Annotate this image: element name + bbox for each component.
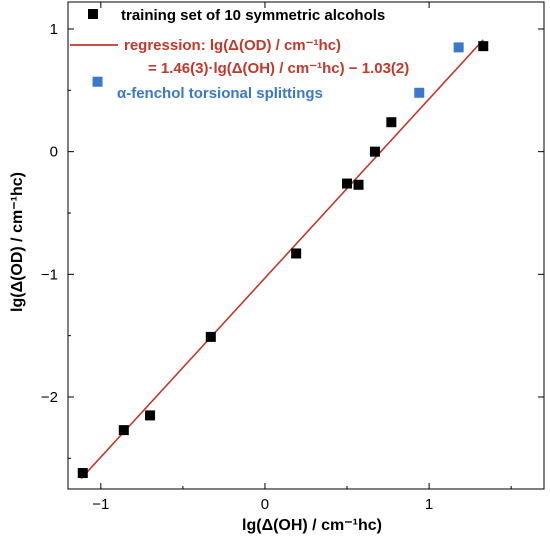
x-tick-label: −1 <box>92 496 109 513</box>
training-point <box>478 41 489 52</box>
legend-label-regression: regression: lg(Δ(OD) / cm⁻¹hc) <box>124 37 341 54</box>
x-axis-title: lg(Δ(OH) / cm⁻¹hc) <box>242 517 382 534</box>
training-point <box>291 248 302 259</box>
legend-label-fenchol: α-fenchol torsional splittings <box>117 85 323 102</box>
data-points <box>77 41 489 479</box>
training-point <box>118 425 129 436</box>
legend-label-training: training set of 10 symmetric alcohols <box>121 7 385 24</box>
plot-frame <box>67 1 545 490</box>
regression-line <box>80 39 484 480</box>
fenchol-point <box>453 42 464 53</box>
training-point <box>205 331 216 342</box>
legend-regression-equation: = 1.46(3)·lg(Δ(OH) / cm⁻¹hc) − 1.03(2) <box>148 60 409 77</box>
axis-ticks <box>68 2 544 489</box>
fenchol-point <box>92 76 103 87</box>
training-point <box>77 468 88 479</box>
training-point <box>386 117 397 128</box>
x-tick-label: 0 <box>261 496 269 513</box>
legend-marker-training <box>88 9 98 19</box>
legend: training set of 10 symmetric alcohols re… <box>70 7 409 102</box>
y-tick-label: −1 <box>41 266 58 283</box>
training-point <box>353 179 364 190</box>
y-tick-label: −2 <box>41 389 58 406</box>
fenchol-point <box>414 87 425 98</box>
training-point <box>369 146 380 157</box>
tick-labels: −1 0 1 −2 −1 0 1 <box>41 21 433 513</box>
y-tick-label: 1 <box>50 21 58 38</box>
training-point <box>145 410 156 421</box>
y-axis-title: lg(Δ(OD) / cm⁻¹hc) <box>9 172 26 312</box>
x-tick-label: 1 <box>425 496 433 513</box>
y-tick-label: 0 <box>50 144 58 161</box>
training-point <box>342 178 353 189</box>
